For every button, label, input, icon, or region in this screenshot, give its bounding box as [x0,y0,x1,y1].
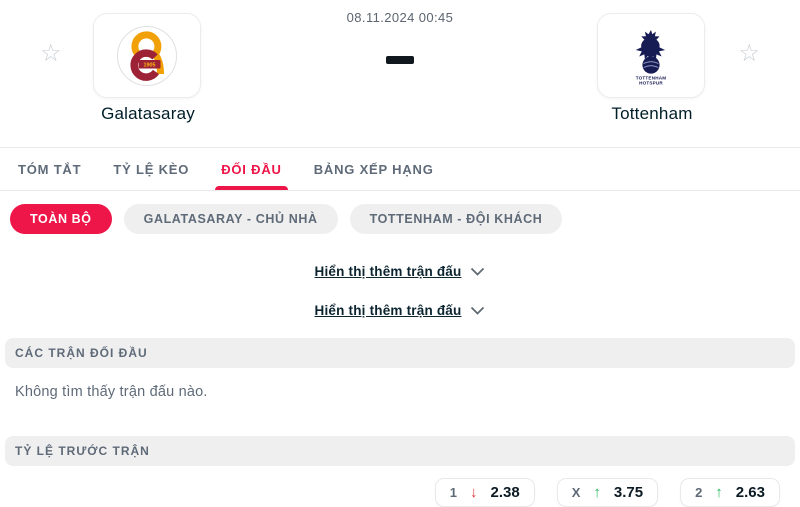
match-header: ☆ 1905 Galatasaray 08.11.2024 00:45 TOTT… [0,0,800,147]
prematch-odds-row: 1 ↓ 2.38 X ↑ 3.75 2 ↑ 2.63 [0,466,800,507]
match-center: 08.11.2024 00:45 [0,10,800,25]
trend-arrow-icon: ↓ [469,484,478,501]
trend-arrow-icon: ↑ [593,484,601,501]
filter-away-team[interactable]: TOTTENHAM - ĐỘI KHÁCH [349,204,563,234]
match-datetime: 08.11.2024 00:45 [346,10,454,25]
odds-away-button[interactable]: 2 ↑ 2.63 [680,478,780,507]
odds-home-button[interactable]: 1 ↓ 2.38 [434,478,535,507]
show-more-label: Hiển thị thêm trận đấu [314,264,462,279]
tab-odds[interactable]: TỶ LỆ KÈO [97,148,205,190]
home-team-name[interactable]: Galatasaray [101,104,195,123]
away-team-block: TOTTENHAM HOTSPUR Tottenham [597,13,707,124]
tab-summary[interactable]: TÓM TẮT [2,148,97,190]
away-team-logo-card[interactable]: TOTTENHAM HOTSPUR [597,13,705,98]
show-more-matches-link[interactable]: Hiển thị thêm trận đấu [0,303,800,318]
crest-text-line2: HOTSPUR [639,80,663,85]
odds-value: 2.38 [490,484,520,501]
star-icon[interactable]: ☆ [40,40,62,67]
galatasaray-logo: 1905 [117,25,177,86]
tottenham-logo: TOTTENHAM HOTSPUR [635,29,667,85]
odds-label: 2 [695,485,703,500]
chevron-down-icon [471,267,485,276]
home-team-block: 1905 Galatasaray [93,13,203,124]
star-icon[interactable]: ☆ [738,40,760,67]
tab-label: ĐỐI ĐẦU [221,161,282,177]
score-placeholder [386,56,414,64]
odds-value: 2.63 [735,484,765,501]
h2h-section-header: CÁC TRẬN ĐỐI ĐẦU [5,338,795,368]
crest-text-line1: TOTTENHAM [636,75,667,80]
odds-label: 1 [449,485,457,500]
chevron-down-icon [471,306,485,315]
odds-value: 3.75 [613,484,644,501]
tab-standings[interactable]: BẢNG XẾP HẠNG [298,148,450,190]
tab-bar: TÓM TẮT TỶ LỆ KÈO ĐỐI ĐẦU BẢNG XẾP HẠNG [0,147,800,191]
filter-all[interactable]: TOÀN BỘ [10,204,112,234]
tab-label: BẢNG XẾP HẠNG [313,161,434,177]
tab-label: TỶ LỆ KÈO [113,161,190,177]
tab-h2h[interactable]: ĐỐI ĐẦU [205,148,298,190]
odds-section-header: TỶ LỆ TRƯỚC TRẬN [5,436,795,466]
show-more-label: Hiển thị thêm trận đấu [314,303,462,318]
h2h-filter-bar: TOÀN BỘ GALATASARAY - CHỦ NHÀ TOTTENHAM … [0,191,800,247]
tab-label: TÓM TẮT [18,161,82,177]
away-team-name[interactable]: Tottenham [611,104,693,123]
odds-draw-button[interactable]: X ↑ 3.75 [556,478,659,507]
odds-label: X [571,485,581,500]
crest-year-text: 1905 [144,62,156,68]
trend-arrow-icon: ↑ [715,484,723,501]
show-more-matches-link[interactable]: Hiển thị thêm trận đấu [0,264,800,279]
h2h-empty-message: Không tìm thấy trận đấu nào. [15,384,208,400]
home-team-logo-card[interactable]: 1905 [93,13,201,98]
filter-home-team[interactable]: GALATASARAY - CHỦ NHÀ [123,204,338,234]
